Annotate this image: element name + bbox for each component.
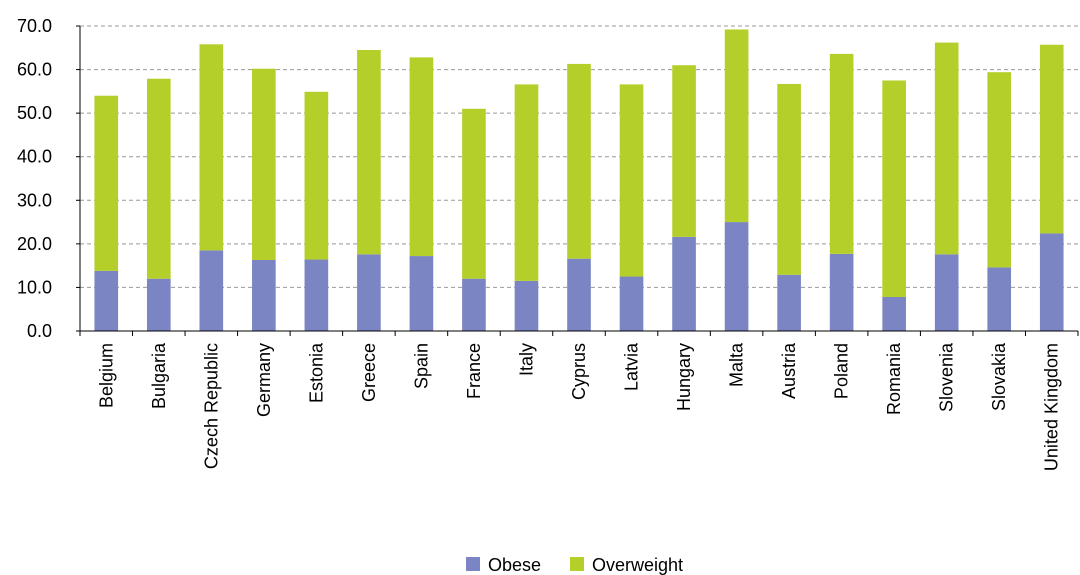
bar-overweight-hungary (672, 65, 696, 237)
legend-label-obese: Obese (488, 555, 541, 575)
bar-overweight-slovenia (934, 42, 959, 255)
y-tick-label: 30.0 (17, 190, 52, 210)
bar-overweight-greece (357, 49, 381, 255)
x-category-label: Poland (832, 343, 852, 399)
bar-obese-austria (777, 274, 801, 331)
x-category-label: Hungary (674, 343, 694, 411)
x-category-label: Greece (359, 343, 379, 402)
bar-overweight-slovakia (987, 72, 1012, 268)
x-category-label: Germany (254, 343, 274, 417)
bar-obese-hungary (672, 236, 696, 331)
y-tick-label: 0.0 (27, 321, 52, 341)
bar-obese-malta (724, 222, 749, 331)
x-category-label: Czech Republic (201, 343, 221, 469)
bar-obese-belgium (94, 270, 119, 331)
bar-obese-poland (829, 253, 854, 331)
bar-overweight-germany (252, 68, 276, 260)
bar-overweight-estonia (304, 91, 329, 260)
bar-obese-estonia (304, 259, 329, 331)
y-tick-label: 70.0 (17, 16, 52, 36)
bar-obese-greece (357, 254, 381, 331)
x-category-label: Austria (779, 342, 799, 399)
x-category-label: Bulgaria (149, 342, 169, 409)
x-category-label: Latvia (622, 342, 642, 391)
legend-label-overweight: Overweight (592, 555, 683, 575)
bar-obese-cyprus (567, 258, 591, 331)
x-category-label: Italy (516, 343, 536, 376)
legend: Obese Overweight (466, 555, 683, 575)
axes (76, 25, 1079, 336)
y-tick-label: 50.0 (17, 103, 52, 123)
bars (94, 29, 1064, 331)
x-category-label: Romania (884, 342, 904, 415)
bar-overweight-spain (409, 57, 434, 257)
bar-obese-czech-republic (199, 250, 224, 331)
y-tick-label: 20.0 (17, 234, 52, 254)
bar-overweight-cyprus (567, 63, 591, 259)
bar-obese-slovakia (987, 267, 1012, 331)
bar-obese-latvia (619, 276, 644, 331)
bar-obese-romania (882, 297, 906, 331)
y-axis-ticks: 0.0 10.0 20.0 30.0 40.0 50.0 60.0 70.0 (17, 16, 52, 341)
x-category-label: Slovenia (937, 342, 957, 412)
x-category-label: Estonia (306, 342, 326, 403)
bar-obese-france (462, 278, 486, 331)
x-category-label: Malta (727, 342, 747, 387)
bar-overweight-latvia (619, 84, 644, 277)
bar-overweight-belgium (94, 95, 119, 271)
x-category-label: United Kingdom (1042, 343, 1062, 471)
bar-overweight-austria (777, 83, 801, 275)
bar-overweight-poland (829, 53, 854, 254)
bar-overweight-bulgaria (146, 78, 171, 279)
x-category-label: Slovakia (989, 342, 1009, 411)
x-category-label: Spain (411, 343, 431, 389)
bar-obese-spain (409, 256, 434, 331)
x-category-label: Cyprus (569, 343, 589, 400)
bar-obese-united-kingdom (1039, 233, 1064, 331)
legend-swatch-overweight (570, 557, 584, 571)
bar-obese-bulgaria (146, 278, 171, 331)
bar-obese-italy (514, 280, 539, 331)
x-category-label: Belgium (96, 343, 116, 408)
bar-overweight-malta (724, 29, 749, 223)
bar-overweight-france (462, 108, 486, 279)
bar-obese-slovenia (934, 254, 959, 331)
y-tick-label: 40.0 (17, 147, 52, 167)
bar-overweight-united-kingdom (1039, 44, 1064, 234)
x-category-label: France (464, 343, 484, 399)
bar-overweight-czech-republic (199, 44, 224, 251)
x-axis-labels: Belgium Bulgaria Czech Republic Germany Esto… (96, 342, 1061, 471)
bar-obese-germany (252, 259, 276, 331)
bar-overweight-italy (514, 84, 539, 281)
legend-swatch-obese (466, 557, 480, 571)
y-tick-label: 60.0 (17, 60, 52, 80)
y-tick-label: 10.0 (17, 277, 52, 297)
bar-overweight-romania (882, 80, 906, 298)
